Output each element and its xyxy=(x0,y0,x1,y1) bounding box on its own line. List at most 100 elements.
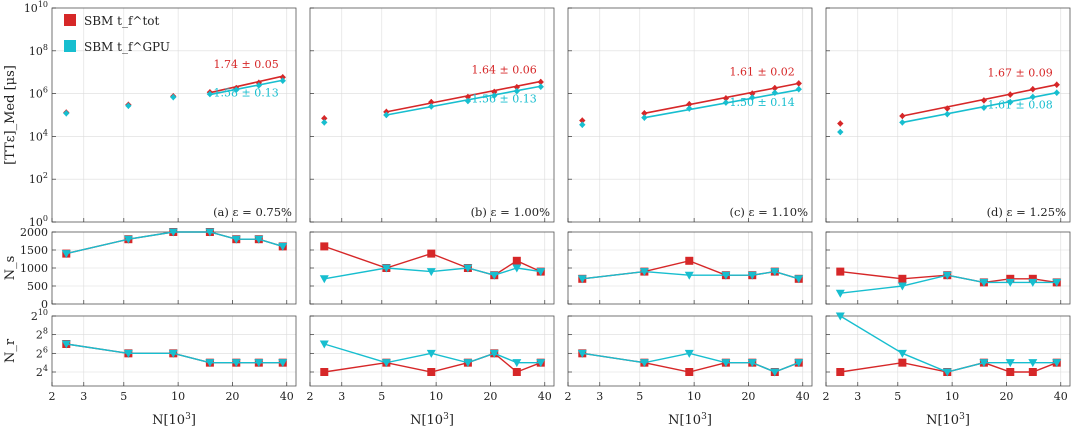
xtick-label-0: 2 xyxy=(49,390,56,403)
point-gpu xyxy=(747,359,757,368)
point-gpu xyxy=(1028,278,1038,287)
xtick-label-2: 5 xyxy=(894,390,901,403)
point-gpu xyxy=(381,359,391,368)
point-gpu xyxy=(639,359,649,368)
point-tot xyxy=(944,105,951,112)
ytick-label-Ns-2: 1000 xyxy=(20,262,48,275)
point-tot xyxy=(980,97,988,104)
point-tot xyxy=(513,83,521,91)
point-gpu xyxy=(123,349,133,358)
x-axis-title-2: N[103] xyxy=(668,412,712,428)
ytick-label-Ns-4: 2000 xyxy=(20,226,48,239)
point-tot xyxy=(428,98,435,106)
point-tot xyxy=(464,93,472,101)
panel-2-time-frame xyxy=(567,7,813,223)
point-gpu xyxy=(684,271,694,280)
point-gpu xyxy=(749,94,756,101)
point-gpu xyxy=(794,275,804,284)
point-gpu xyxy=(979,278,989,287)
point-gpu xyxy=(123,235,133,244)
point-gpu xyxy=(1028,359,1038,368)
panel-0-Nr-axes: 24 26 28 210 2 3 5 10 20 40 xyxy=(31,308,297,403)
xtick-label-5: 40 xyxy=(796,390,810,403)
point-tot xyxy=(899,112,906,120)
panel-3-time-frame xyxy=(825,7,1071,223)
ytick-label-Ns-3: 1500 xyxy=(20,244,48,257)
ytick-label-time-0: 100 xyxy=(29,214,48,229)
xtick-label-5: 40 xyxy=(1054,390,1068,403)
point-gpu xyxy=(536,359,546,368)
point-tot xyxy=(1053,81,1060,88)
point-gpu xyxy=(722,99,730,106)
point-gpu xyxy=(63,110,70,117)
fit-line-tot xyxy=(209,75,283,94)
point-tot xyxy=(512,256,521,265)
xtick-label-3: 10 xyxy=(687,390,701,403)
x-axis-title-0: N[103] xyxy=(152,412,196,428)
point-gpu xyxy=(489,271,499,280)
ytick-label-Nr-3: 210 xyxy=(31,308,48,323)
point-tot xyxy=(1006,368,1015,376)
point-gpu xyxy=(491,92,498,99)
y-axis-title-Ns: N_s xyxy=(3,256,18,281)
point-gpu xyxy=(639,268,649,277)
xtick-label-3: 10 xyxy=(171,390,185,403)
point-gpu xyxy=(1005,359,1015,368)
point-tot xyxy=(491,88,498,96)
point-gpu xyxy=(835,289,845,298)
point-gpu xyxy=(770,268,780,277)
point-tot xyxy=(1007,91,1014,98)
ytick-label-Nr-2: 28 xyxy=(36,327,48,342)
point-tot xyxy=(537,78,544,86)
panel-label-0: (a) ε = 0.75% xyxy=(213,205,292,219)
point-tot xyxy=(836,267,845,276)
point-gpu xyxy=(205,228,215,237)
panel-2: 1.61 ± 0.02 1.50 ± 0.14 2 3 5 10 20 40 (c) ε = 1… xyxy=(565,7,813,428)
point-gpu xyxy=(168,228,178,237)
panel-0-Ns-axes: 0 500 1000 1500 2000 xyxy=(20,226,297,311)
point-gpu xyxy=(61,250,71,259)
point-gpu xyxy=(942,368,952,377)
point-gpu xyxy=(537,83,544,90)
panel-3-Nr-frame xyxy=(825,315,1071,387)
point-gpu xyxy=(942,271,952,280)
panel-0-time-frame xyxy=(51,7,297,223)
point-gpu xyxy=(1053,89,1060,96)
point-gpu xyxy=(577,275,587,284)
panel-label-1: (b) ε = 1.00% xyxy=(471,205,551,219)
fit-line-gpu xyxy=(209,79,283,96)
point-gpu xyxy=(536,268,546,277)
panel-2-time-axes: 1.61 ± 0.02 1.50 ± 0.14 xyxy=(567,7,813,223)
point-gpu xyxy=(279,77,286,84)
point-gpu xyxy=(795,86,802,93)
point-gpu xyxy=(125,102,132,109)
point-gpu xyxy=(233,86,240,94)
point-gpu xyxy=(1052,359,1062,368)
point-gpu xyxy=(641,114,648,121)
panel-2-Ns-axes xyxy=(567,231,813,305)
point-tot xyxy=(836,368,845,376)
point-tot xyxy=(898,274,907,283)
xtick-label-1: 3 xyxy=(338,390,345,403)
xtick-label-3: 10 xyxy=(429,390,443,403)
panel-1: 1.64 ± 0.06 1.56 ± 0.13 2 3 5 10 20 40 (b) ε = 1… xyxy=(307,7,555,428)
point-tot xyxy=(641,110,648,117)
x-axis-title-3: N[103] xyxy=(926,412,970,428)
point-tot xyxy=(427,249,436,258)
point-gpu xyxy=(231,235,241,244)
point-gpu xyxy=(899,119,906,126)
panel-1-Ns-axes xyxy=(309,231,555,305)
point-gpu xyxy=(426,268,436,277)
panel-3: 1.67 ± 0.09 1.61 ± 0.08 2 3 5 10 20 40 (d) ε = 1… xyxy=(823,7,1071,428)
point-tot xyxy=(279,74,286,81)
point-gpu xyxy=(897,349,907,358)
point-gpu xyxy=(426,349,436,358)
panel-label-2: (c) ε = 1.10% xyxy=(729,205,808,219)
fit-label-tot: 1.67 ± 0.09 xyxy=(988,67,1053,80)
legend: SBM t_f^tot SBM t_f^GPU xyxy=(64,14,170,54)
ytick-label-time-3: 106 xyxy=(29,86,48,101)
point-gpu xyxy=(168,349,178,358)
panel-label-3: (d) ε = 1.25% xyxy=(987,205,1067,219)
point-gpu xyxy=(794,359,804,368)
